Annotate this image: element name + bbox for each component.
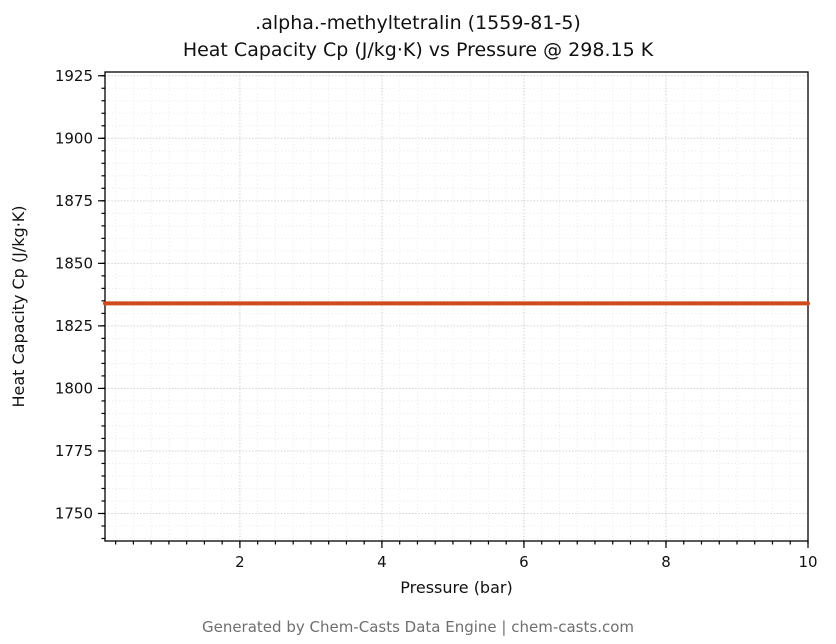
svg-text:10: 10	[798, 553, 817, 571]
chart-title-line-1: .alpha.-methyltetralin (1559-81-5)	[255, 12, 581, 34]
svg-text:2: 2	[235, 553, 245, 571]
svg-text:Pressure (bar): Pressure (bar)	[400, 578, 512, 597]
chart-title: .alpha.-methyltetralin (1559-81-5) Heat …	[0, 0, 836, 64]
svg-text:1825: 1825	[55, 317, 93, 335]
chart-canvas: 2 4 6 8 10 1750 1775 1800 1825 1850 1875 1900 1925 Pr…	[9, 67, 818, 597]
svg-text:8: 8	[661, 553, 671, 571]
svg-text:1925: 1925	[55, 67, 93, 85]
svg-text:Heat Capacity Cp (J/kg·K): Heat Capacity Cp (J/kg·K)	[9, 205, 28, 407]
svg-text:1800: 1800	[55, 379, 93, 397]
svg-text:1875: 1875	[55, 192, 93, 210]
svg-text:1775: 1775	[55, 442, 93, 460]
svg-text:1850: 1850	[55, 254, 93, 272]
footer-watermark: Generated by Chem-Casts Data Engine | ch…	[201, 618, 635, 636]
svg-text:6: 6	[519, 553, 529, 571]
chart-area: 2 4 6 8 10 1750 1775 1800 1825 1850 1875 1900 1925 Pr…	[0, 64, 836, 616]
svg-text:1900: 1900	[55, 129, 93, 147]
chart-title-line-2: Heat Capacity Cp (J/kg·K) vs Pressure @ …	[182, 39, 654, 61]
svg-text:4: 4	[377, 553, 387, 571]
svg-text:1750: 1750	[55, 504, 93, 522]
